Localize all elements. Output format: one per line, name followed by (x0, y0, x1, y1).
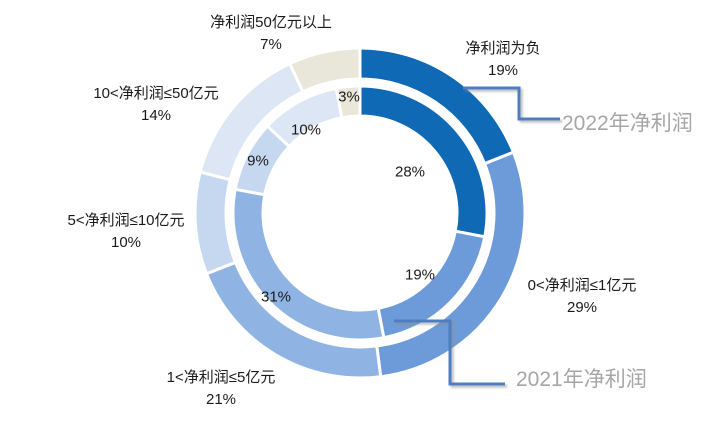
category-name: 净利润为负 (465, 40, 541, 57)
category-value: 21% (205, 391, 237, 408)
category-name: 净利润50亿元以上 (210, 14, 332, 31)
inner-label-9: 9% (247, 152, 269, 170)
category-value: 7% (260, 36, 282, 53)
category-label-negative-profit: 净利润为负 19% (465, 38, 540, 82)
category-label-1-to-5: 1<净利润≤5亿元 21% (167, 367, 276, 411)
category-label-0-to-1: 0<净利润≤1亿元 29% (528, 275, 637, 319)
category-value: 19% (487, 62, 519, 79)
inner-label-3: 3% (338, 88, 360, 106)
category-name: 5<净利润≤10亿元 (67, 212, 185, 229)
category-value: 10% (110, 234, 142, 251)
callout-line-2022 (463, 86, 560, 121)
inner-label-31: 31% (260, 288, 292, 306)
callout-line-2021 (394, 319, 505, 386)
category-value: 29% (566, 299, 598, 316)
category-label-above-50: 净利润50亿元以上 7% (210, 12, 332, 56)
donut-segment-inner-5 (334, 84, 362, 120)
inner-label-19: 19% (404, 266, 436, 284)
inner-label-28: 28% (394, 163, 426, 181)
inner-label-10: 10% (290, 121, 322, 139)
category-label-5-to-10: 5<净利润≤10亿元 10% (67, 210, 184, 254)
category-name: 10<净利润≤50亿元 (93, 85, 219, 102)
category-value: 14% (140, 107, 172, 124)
donut-segment-outer-5 (288, 46, 362, 94)
category-label-10-to-50: 10<净利润≤50亿元 14% (93, 83, 218, 127)
category-name: 0<净利润≤1亿元 (527, 277, 637, 294)
category-name: 1<净利润≤5亿元 (166, 369, 276, 386)
series-callout-2021: 2021年净利润 (516, 368, 647, 391)
donut-segment-outer-3 (193, 170, 237, 276)
series-callout-2022: 2022年净利润 (562, 112, 693, 135)
donut-rings (193, 46, 527, 380)
